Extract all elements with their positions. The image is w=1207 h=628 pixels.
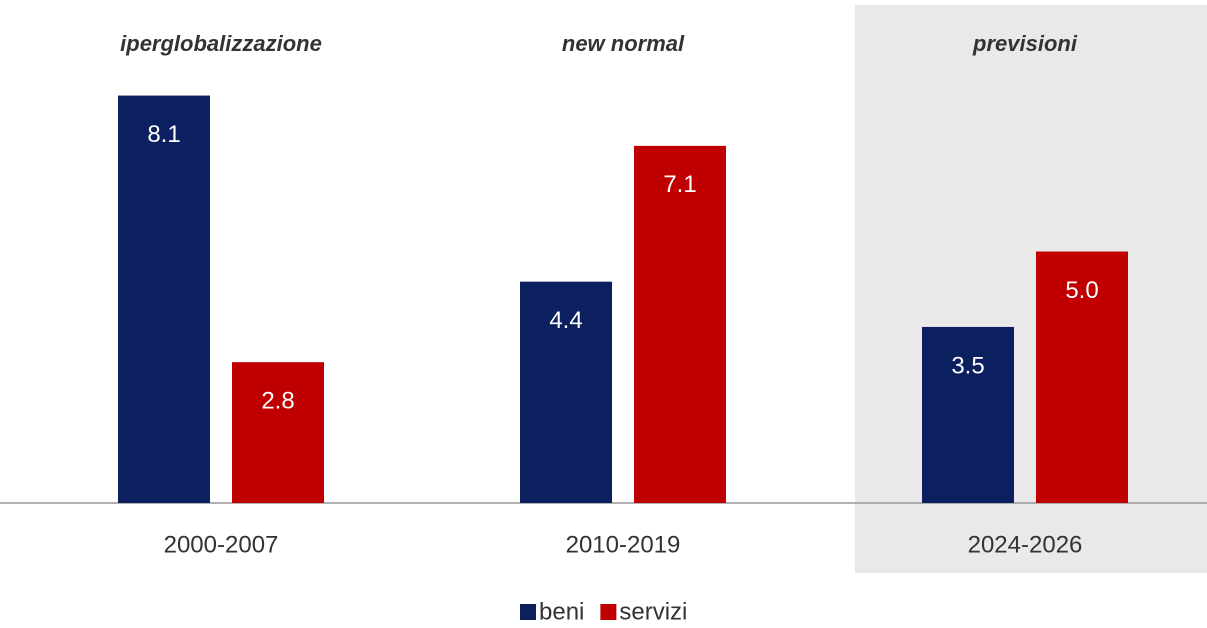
x-tick-label: 2024-2026 <box>968 531 1083 558</box>
value-label: 4.4 <box>549 307 582 334</box>
annotation: previsioni <box>972 31 1078 56</box>
value-label: 8.1 <box>147 121 180 148</box>
bar <box>1036 251 1128 503</box>
value-label: 7.1 <box>663 171 696 198</box>
value-label: 2.8 <box>261 388 294 415</box>
legend-label: servizi <box>619 598 687 625</box>
value-label: 5.0 <box>1065 277 1098 304</box>
x-tick-label: 2010-2019 <box>566 531 681 558</box>
bar <box>520 281 612 503</box>
legend-swatch <box>520 604 536 620</box>
annotation: iperglobalizzazione <box>120 31 322 56</box>
bar <box>922 326 1014 503</box>
bar <box>634 145 726 503</box>
bar <box>232 362 324 503</box>
bar <box>118 95 210 503</box>
value-label: 3.5 <box>951 352 984 379</box>
legend-swatch <box>600 604 617 620</box>
annotation: new normal <box>562 31 685 56</box>
highlight-band <box>855 5 1207 573</box>
legend-label: beni <box>539 598 584 625</box>
x-tick-label: 2000-2007 <box>164 531 279 558</box>
